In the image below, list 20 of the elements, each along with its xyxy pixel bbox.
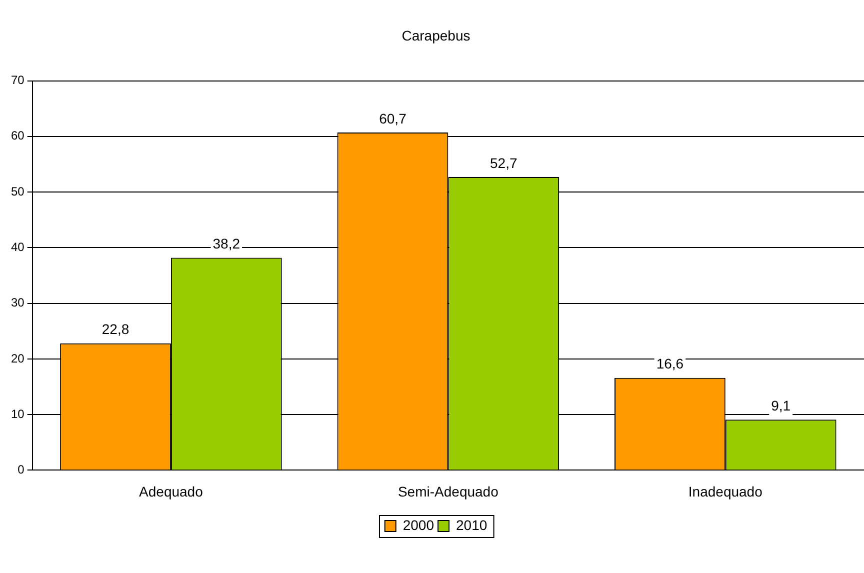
y-tick-label: 60	[10, 128, 25, 143]
x-tick-label: Semi-Adequado	[398, 483, 499, 500]
y-tick-label: 40	[10, 240, 25, 254]
data-label: 60,7	[379, 110, 407, 126]
y-tick-label: 20	[10, 351, 25, 366]
data-label: 38,2	[212, 236, 240, 252]
data-label: 16,6	[656, 356, 684, 372]
x-tick-label: Inadequado	[688, 483, 763, 500]
y-tick-label: 10	[10, 406, 25, 421]
legend-label: 2010	[456, 516, 488, 533]
y-tick-label: 0	[18, 462, 25, 477]
legend-label: 2000	[402, 516, 434, 533]
y-tick-label: 70	[10, 73, 25, 88]
data-label: 52,7	[490, 154, 518, 171]
y-tick-label: 30	[10, 296, 25, 310]
data-label: 22,8	[102, 321, 130, 338]
data-label: 9,1	[771, 397, 791, 414]
x-tick-label: Adequado	[139, 483, 204, 500]
chart-title: Carapebus	[402, 27, 470, 44]
y-tick-label: 50	[10, 184, 25, 198]
